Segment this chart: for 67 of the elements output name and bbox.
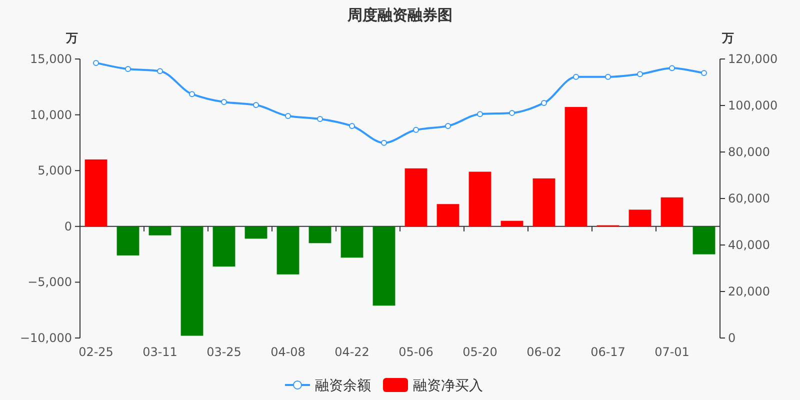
- point: [637, 71, 643, 78]
- point: [477, 111, 483, 118]
- x-tick-label: 07-01: [654, 345, 690, 359]
- x-tick-label: 05-06: [398, 345, 434, 359]
- point: [189, 91, 195, 98]
- y2-tick-label: 60,000: [728, 192, 770, 206]
- bar: [212, 226, 236, 267]
- x-tick-label: 04-22: [334, 345, 370, 359]
- bar: [308, 226, 332, 244]
- x-tick-label: 04-08: [270, 345, 306, 359]
- chart-title: 周度融资融券图: [346, 6, 452, 24]
- bar: [532, 178, 556, 226]
- bar: [564, 106, 588, 226]
- point: [413, 126, 419, 133]
- point: [541, 100, 547, 106]
- y-tick-label: 10,000: [30, 108, 72, 122]
- y2-tick-label: 40,000: [728, 238, 770, 252]
- bar: [148, 226, 172, 236]
- point: [381, 140, 387, 146]
- y2-tick-label: 120,000: [728, 52, 778, 66]
- legend-label: 融资余额: [315, 378, 371, 394]
- point: [605, 74, 611, 80]
- bar: [116, 226, 140, 256]
- point: [125, 66, 131, 72]
- y-tick-label: 15,000: [30, 52, 72, 66]
- y-tick-label: 0: [64, 219, 72, 234]
- point: [317, 116, 323, 122]
- point: [445, 122, 451, 129]
- bar: [436, 204, 460, 226]
- x-tick-label: 05-20: [462, 345, 498, 359]
- x-tick-label: 03-11: [142, 345, 178, 359]
- x-tick-label: 03-25: [206, 345, 242, 359]
- y2-tick-label: 80,000: [728, 145, 770, 159]
- point: [573, 74, 579, 80]
- point: [93, 60, 99, 66]
- bar: [468, 172, 492, 226]
- bar: [340, 226, 364, 258]
- x-tick-label: 02-25: [78, 345, 114, 359]
- bar: [372, 226, 396, 306]
- y-tick-label: 5,000: [38, 164, 72, 178]
- y-tick-label: −10,000: [20, 331, 72, 345]
- bar: [244, 226, 268, 239]
- bar: [660, 197, 684, 226]
- x-tick-label: 06-17: [590, 345, 626, 359]
- x-tick-label: 06-02: [526, 345, 562, 359]
- bar: [628, 210, 652, 226]
- point: [701, 70, 707, 76]
- bar: [276, 226, 300, 274]
- point: [669, 65, 675, 72]
- y-tick-label: −5,000: [28, 275, 72, 290]
- legend-label: 融资净买入: [413, 378, 483, 394]
- point: [157, 68, 163, 74]
- y2-tick-label: 100,000: [728, 98, 778, 112]
- bar: [692, 226, 716, 254]
- point: [349, 122, 355, 129]
- bar: [404, 168, 428, 226]
- bar: [180, 226, 204, 336]
- bar: [84, 159, 108, 226]
- y2-axis-title: 万: [721, 31, 734, 45]
- y2-tick-label: 20,000: [728, 284, 770, 298]
- point: [253, 102, 259, 108]
- bar: [500, 220, 524, 226]
- point: [509, 110, 515, 116]
- y-axis-title: 万: [65, 31, 78, 45]
- point: [285, 112, 291, 119]
- point: [221, 99, 227, 106]
- y2-tick-label: 0: [728, 331, 736, 345]
